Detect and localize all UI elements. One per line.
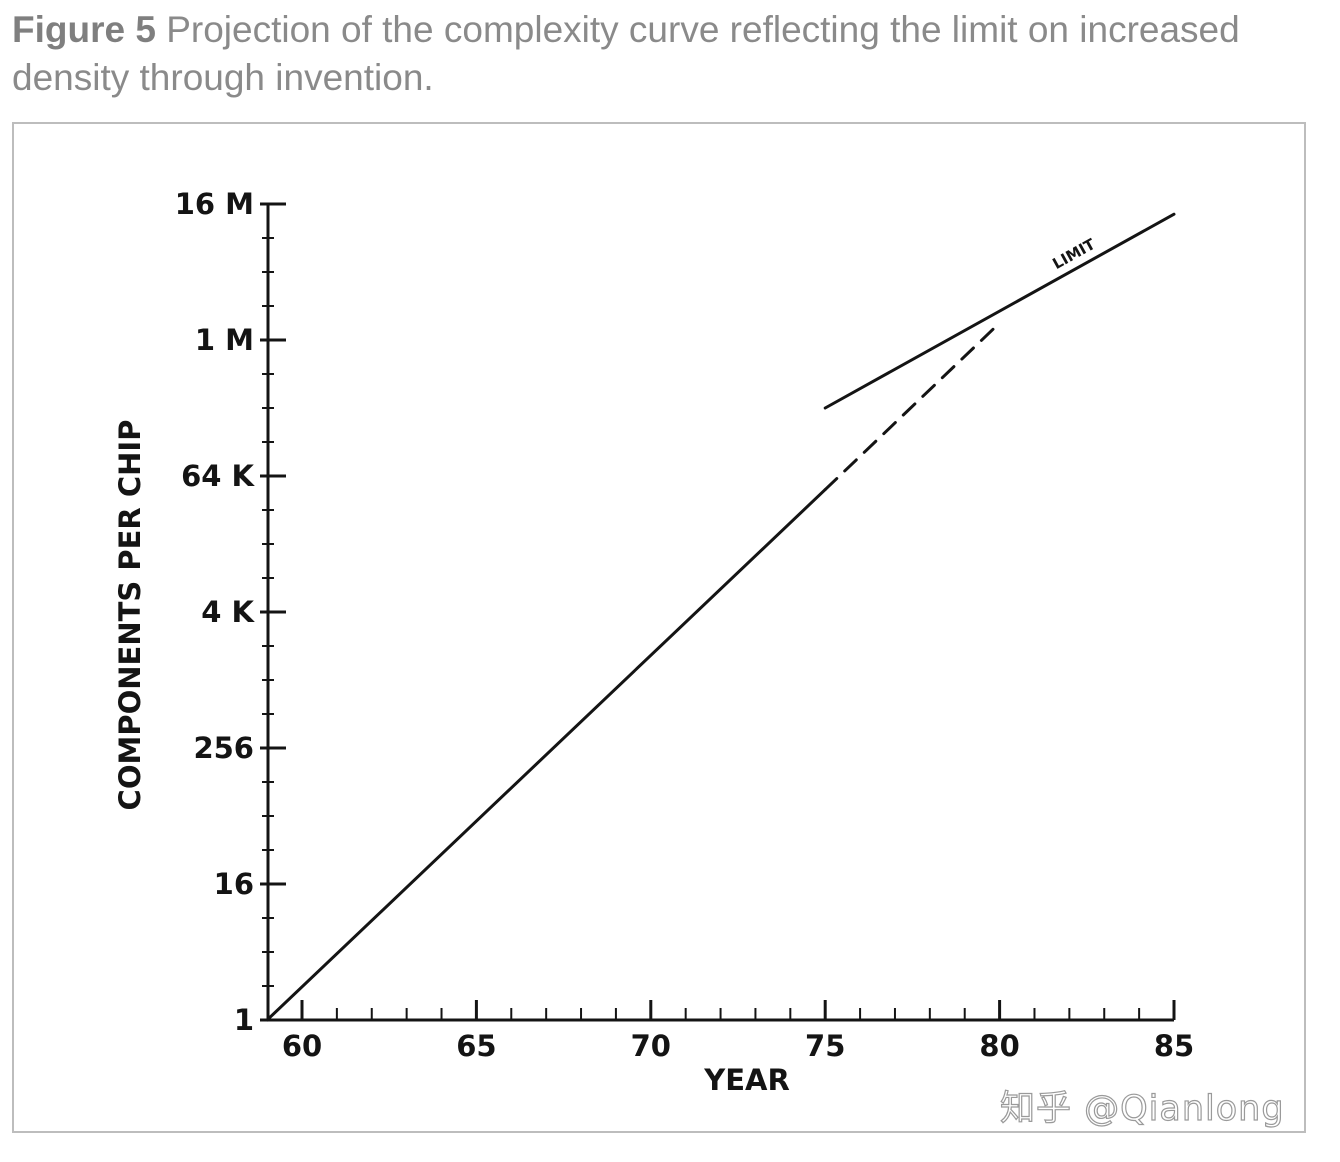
y-tick-label: 64 K: [181, 459, 255, 493]
y-tick-label: 1 M: [195, 323, 254, 357]
series-line-limit: [823, 212, 1176, 410]
x-tick-label: 65: [456, 1029, 496, 1063]
y-tick-label: 16: [214, 867, 254, 901]
x-tick-label: 60: [282, 1029, 322, 1063]
x-axis-title: YEAR: [703, 1063, 790, 1097]
series-line-projection: [823, 321, 1002, 492]
x-tick-label: 75: [805, 1029, 845, 1063]
figure-caption-text: Projection of the complexity curve refle…: [12, 9, 1240, 98]
y-axis-title: COMPONENTS PER CHIP: [113, 420, 147, 811]
y-tick-label: 16 M: [175, 187, 254, 221]
chart-frame: [12, 122, 1306, 1133]
limit-annotation: LIMIT: [1049, 235, 1099, 273]
x-tick-label: 85: [1154, 1029, 1194, 1063]
figure-caption: Figure 5 Projection of the complexity cu…: [12, 6, 1312, 102]
x-tick-label: 80: [979, 1029, 1019, 1063]
x-tick-label: 70: [631, 1029, 671, 1063]
figure-label: Figure 5: [12, 9, 156, 50]
y-tick-label: 1: [234, 1003, 254, 1037]
y-tick-label: 4 K: [201, 595, 255, 629]
series-line-complexity-curve: [265, 488, 827, 1022]
y-tick-label: 256: [193, 731, 254, 765]
watermark: 知乎 @Qianlong: [999, 1088, 1285, 1129]
